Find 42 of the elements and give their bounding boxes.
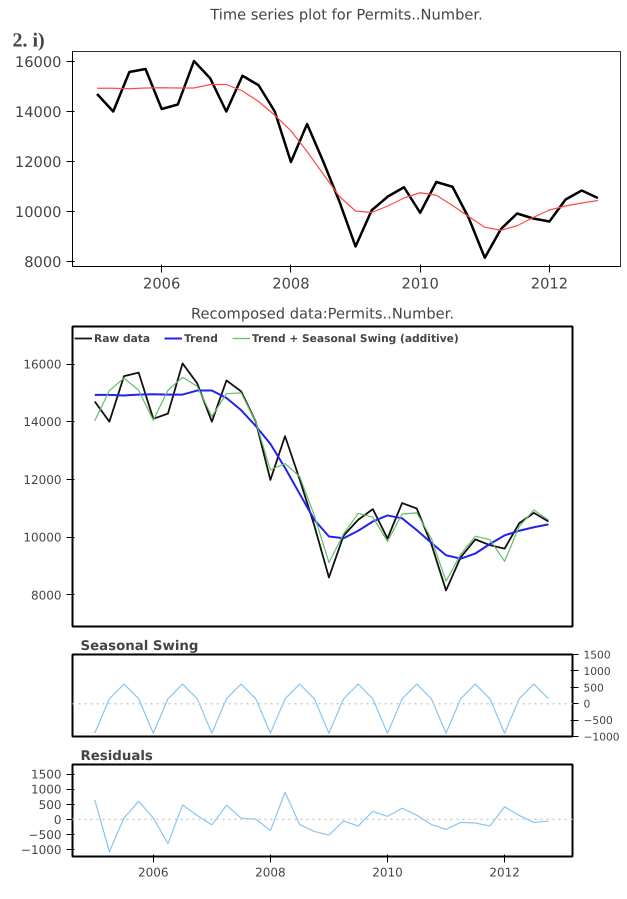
line-series bbox=[94, 792, 550, 852]
y2-tick-label: −1000 bbox=[584, 730, 620, 744]
x-tick-label: 2012 bbox=[530, 276, 568, 292]
x-tick-label: 2010 bbox=[372, 866, 403, 880]
y2-tick-label: 1000 bbox=[584, 664, 611, 678]
y-tick-label: 16000 bbox=[23, 358, 62, 372]
legend-label: Trend bbox=[184, 332, 218, 344]
chart-title: Residuals bbox=[80, 749, 153, 764]
y-tick-label: −1000 bbox=[20, 843, 62, 858]
y-tick-label: 500 bbox=[38, 798, 62, 812]
y-tick-label: 10000 bbox=[14, 204, 62, 221]
x-tick-label: 2008 bbox=[272, 276, 310, 292]
y-tick-label: 12000 bbox=[23, 472, 62, 487]
line-series bbox=[94, 390, 550, 560]
y2-tick-label: −500 bbox=[584, 714, 613, 728]
y-tick-label: 1500 bbox=[30, 768, 62, 782]
y-tick-label: 14000 bbox=[14, 104, 62, 121]
y-tick-label: 14000 bbox=[23, 415, 62, 430]
chart-title: Recomposed data:Permits..Number. bbox=[190, 306, 454, 322]
x-tick-label: 2012 bbox=[489, 866, 520, 880]
y2-tick-label: 1500 bbox=[584, 648, 611, 662]
y-tick-label: 1000 bbox=[30, 782, 62, 797]
y-tick-label: 10000 bbox=[23, 530, 62, 545]
y2-tick-label: 500 bbox=[584, 681, 604, 694]
line-series bbox=[96, 84, 598, 231]
y-tick-label: −500 bbox=[28, 828, 62, 842]
y2-tick-label: 0 bbox=[584, 698, 590, 711]
line-series bbox=[96, 60, 600, 259]
y-tick-label: 8000 bbox=[30, 588, 62, 602]
y-tick-label: 16000 bbox=[14, 54, 62, 71]
y-tick-label: 0 bbox=[54, 812, 62, 827]
x-tick-label: 2010 bbox=[402, 276, 439, 292]
text: 2. i) bbox=[12, 30, 45, 52]
x-tick-label: 2008 bbox=[255, 866, 286, 880]
x-tick-label: 2006 bbox=[138, 866, 169, 880]
legend-label: Trend + Seasonal Swing (additive) bbox=[252, 332, 459, 344]
legend-label: Raw data bbox=[94, 332, 150, 344]
y-tick-label: 12000 bbox=[14, 154, 62, 171]
y-tick-label: 8000 bbox=[24, 254, 62, 271]
x-tick-label: 2006 bbox=[143, 276, 180, 292]
chart-title: Time series plot for Permits..Number. bbox=[209, 6, 483, 24]
chart-title: Seasonal Swing bbox=[80, 639, 198, 654]
